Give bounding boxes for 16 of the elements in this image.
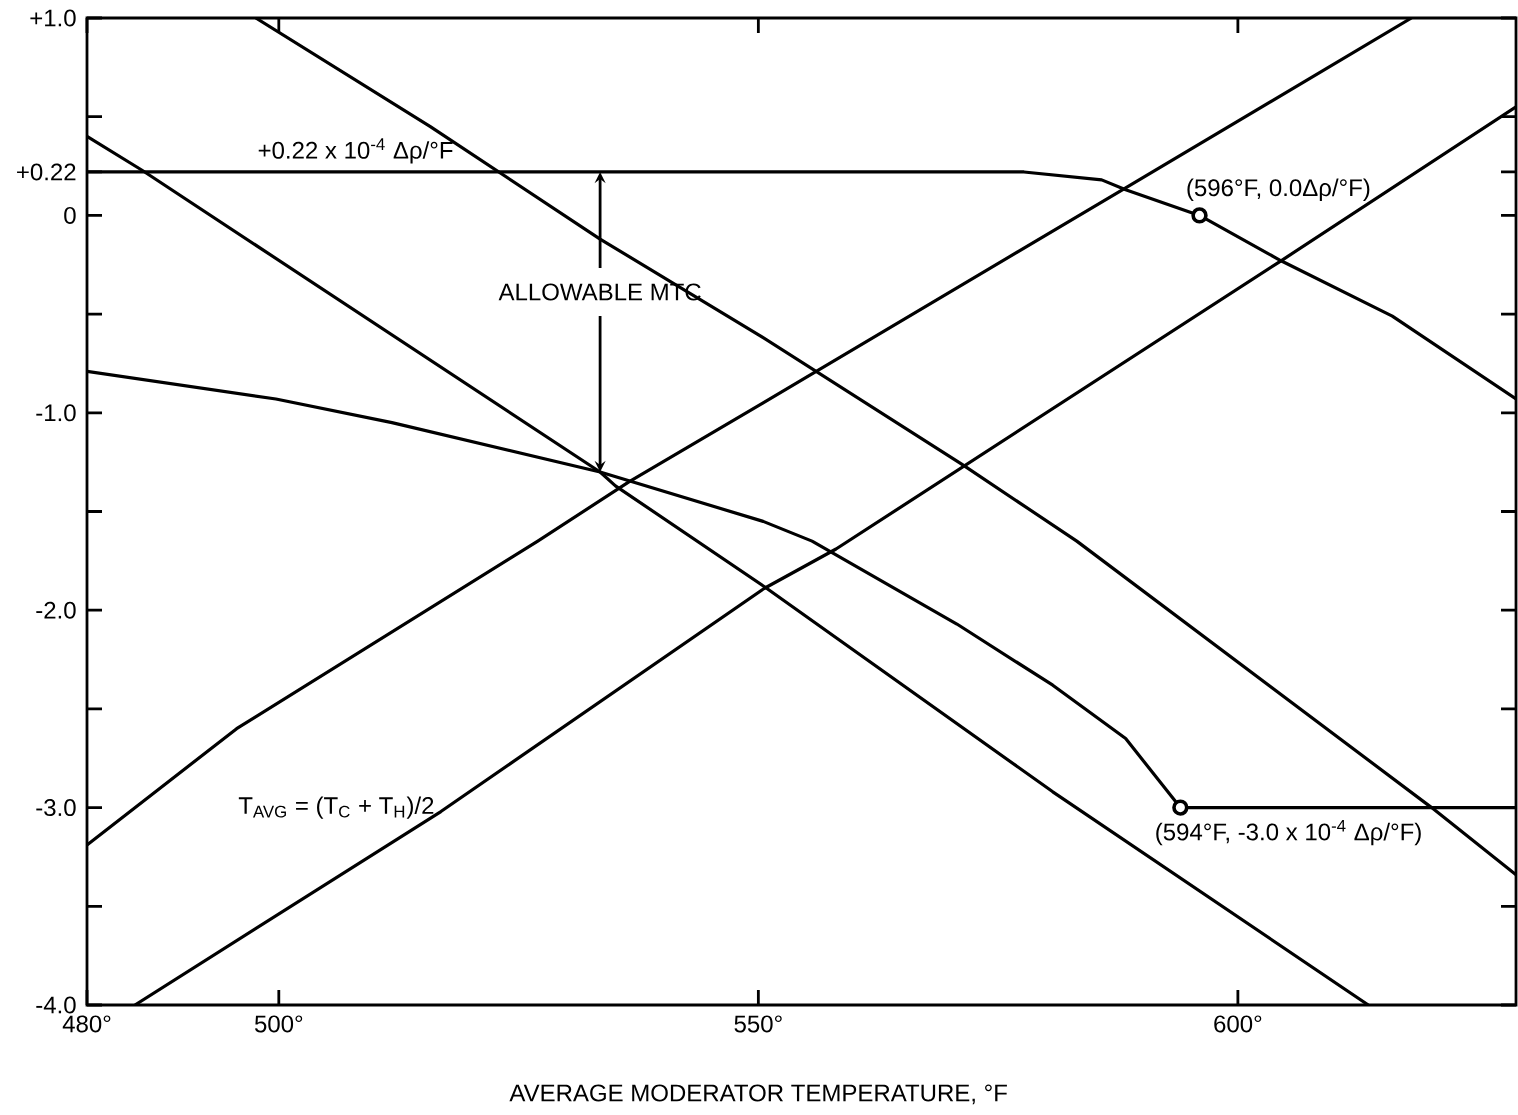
x-tick-label: 550° xyxy=(734,1015,782,1033)
x-tick-label: 480° xyxy=(62,1015,111,1033)
annotation: T$_{AVG}$ = (T$_{C}$ + T$_{H}$)/2 xyxy=(238,796,434,819)
y-tick-label: -3.0 xyxy=(36,799,76,817)
annotation: +0.22 x 10$^{-4}$ Δρ/°F xyxy=(258,138,453,164)
x-tick-label: 600° xyxy=(1214,1015,1262,1033)
y-tick-label: +0.22 xyxy=(17,163,76,181)
y-tick-label: -4.0 xyxy=(36,996,76,1014)
x-axis-title: AVERAGE MODERATOR TEMPERATURE, °F xyxy=(509,1084,1007,1105)
y-tick-label: -1.0 xyxy=(36,404,76,422)
y-tick-label: +1.0 xyxy=(30,9,76,27)
annotation: (596°F, 0.0Δρ/°F) xyxy=(1187,178,1370,201)
y-tick-label: 0 xyxy=(64,206,76,224)
annotation: (594°F, -3.0 x 10$^{-4}$ Δρ/°F) xyxy=(1156,819,1421,846)
x-tick-label: 500° xyxy=(254,1015,303,1033)
y-tick-label: -2.0 xyxy=(36,601,76,619)
